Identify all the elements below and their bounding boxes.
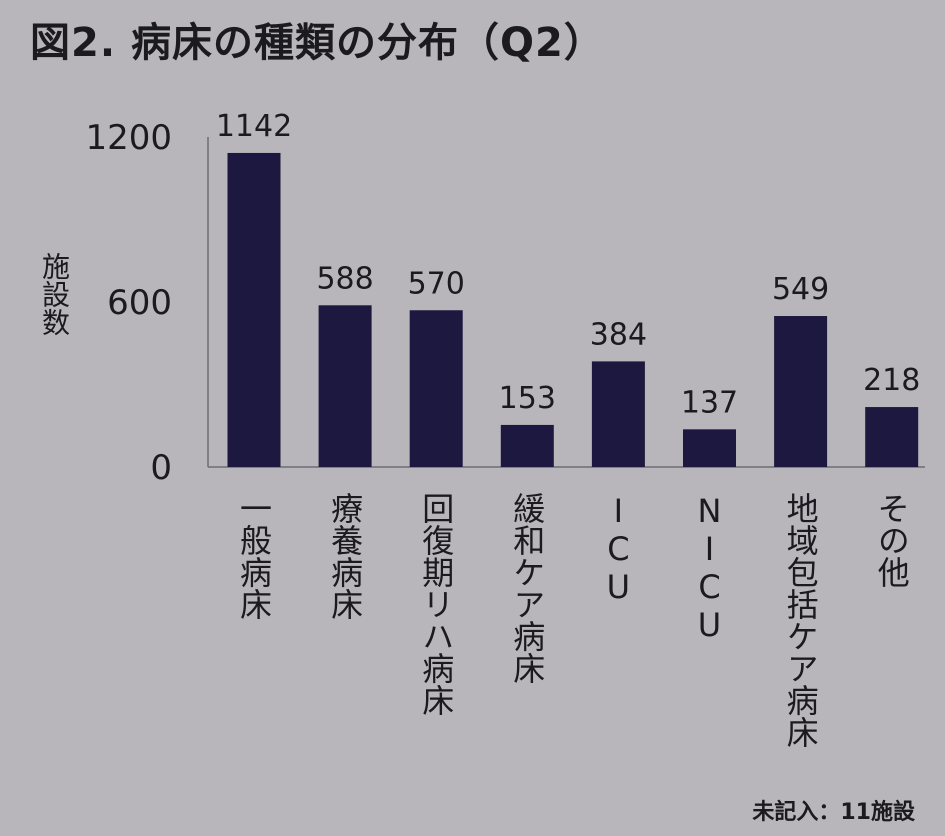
- bar: [318, 305, 372, 467]
- category-label: その他: [872, 492, 911, 588]
- data-label: 588: [316, 261, 373, 296]
- data-label: 1142: [216, 109, 292, 144]
- data-label: 153: [499, 381, 556, 416]
- category-label: 一般病床: [235, 492, 273, 620]
- bar: [683, 429, 736, 467]
- category-label: NICU: [690, 492, 729, 644]
- bar: [865, 407, 919, 467]
- bar: [591, 361, 645, 467]
- category-label: 回復期リハ病床: [417, 492, 456, 716]
- category-label: ICU: [599, 492, 638, 606]
- y-tick-label: 600: [107, 283, 172, 323]
- bar: [774, 316, 828, 467]
- missing-responses-note: 未記入：11施設: [752, 800, 915, 825]
- bar: [227, 152, 281, 467]
- chart-title: 図2. 病床の種類の分布（Q2）: [30, 20, 605, 66]
- data-label: 137: [681, 385, 738, 420]
- category-label: 緩和ケア病床: [508, 492, 547, 684]
- y-tick-label: 0: [150, 448, 172, 488]
- category-label: 療養病床: [326, 492, 365, 620]
- category-label: 地域包括ケア病床: [781, 492, 820, 748]
- data-label: 570: [408, 266, 465, 301]
- data-label: 218: [863, 363, 920, 398]
- bar: [409, 310, 463, 467]
- y-tick-label: 1200: [85, 118, 172, 158]
- data-label: 549: [772, 272, 829, 307]
- data-label: 384: [590, 317, 647, 352]
- bar: [500, 424, 554, 467]
- y-axis-label: 施設数: [38, 252, 71, 336]
